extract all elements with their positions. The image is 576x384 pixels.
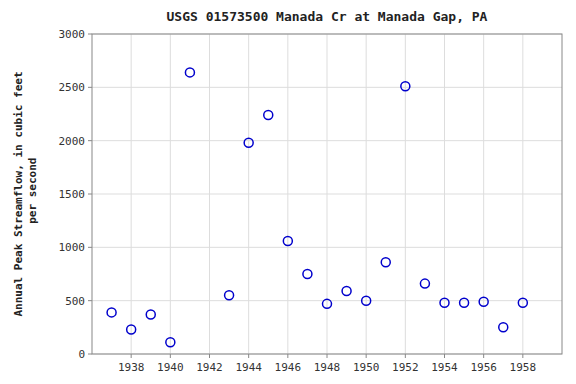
y-tick-label: 0 bbox=[78, 348, 85, 361]
y-tick-label: 3000 bbox=[59, 28, 86, 41]
point bbox=[479, 297, 488, 306]
title: USGS 01573500 Manada Cr at Manada Gap, P… bbox=[167, 9, 488, 24]
grid-line-y bbox=[92, 300, 562, 301]
y-tick bbox=[88, 300, 92, 301]
point bbox=[460, 298, 469, 307]
x-tick-label: 1950 bbox=[353, 361, 380, 374]
x-tick bbox=[170, 354, 171, 358]
y-tick bbox=[88, 194, 92, 195]
y-tick bbox=[88, 354, 92, 355]
x-tick bbox=[483, 354, 484, 358]
y-tick bbox=[88, 140, 92, 141]
x-tick bbox=[405, 354, 406, 358]
x-tick-label: 1944 bbox=[235, 361, 262, 374]
x-tick bbox=[248, 354, 249, 358]
point bbox=[166, 338, 175, 347]
x-tick-label: 1952 bbox=[392, 361, 419, 374]
x-tick-label: 1954 bbox=[431, 361, 458, 374]
y-axis-label-line: Annual Peak Streamflow, in cubic feet bbox=[12, 71, 25, 316]
y-tick-label: 500 bbox=[65, 295, 85, 308]
grid-line-y bbox=[92, 194, 562, 195]
grid bbox=[92, 34, 562, 354]
point bbox=[107, 308, 116, 317]
point bbox=[362, 296, 371, 305]
x-tick-label: 1956 bbox=[470, 361, 497, 374]
x-tick bbox=[366, 354, 367, 358]
point bbox=[127, 325, 136, 334]
x-tick bbox=[287, 354, 288, 358]
grid-line-y bbox=[92, 247, 562, 248]
y-tick-label: 1000 bbox=[59, 241, 86, 254]
point bbox=[420, 279, 429, 288]
point bbox=[146, 310, 155, 319]
y-tick-label: 2000 bbox=[59, 135, 86, 148]
point bbox=[283, 236, 292, 245]
x-tick bbox=[327, 354, 328, 358]
y-tick-label: 1500 bbox=[59, 188, 86, 201]
point bbox=[185, 68, 194, 77]
y-tick bbox=[88, 87, 92, 88]
x-tick-label: 1948 bbox=[314, 361, 341, 374]
point bbox=[518, 298, 527, 307]
point bbox=[381, 258, 390, 267]
x-tick bbox=[131, 354, 132, 358]
point bbox=[323, 299, 332, 308]
x-tick-label: 1940 bbox=[157, 361, 184, 374]
x-tick bbox=[444, 354, 445, 358]
y-tick-label: 2500 bbox=[59, 81, 86, 94]
x-tick-label: 1946 bbox=[275, 361, 302, 374]
point bbox=[342, 287, 351, 296]
x-tick bbox=[209, 354, 210, 358]
grid-line-y bbox=[92, 87, 562, 88]
y-tick bbox=[88, 34, 92, 35]
x-tick-label: 1958 bbox=[510, 361, 537, 374]
x-tick bbox=[522, 354, 523, 358]
grid-line-y bbox=[92, 140, 562, 141]
point bbox=[499, 323, 508, 332]
point bbox=[225, 291, 234, 300]
point bbox=[440, 298, 449, 307]
chart: 1938 1940 1942 1944 1946 1948 1950 1952 1954 1956… bbox=[0, 0, 576, 384]
point bbox=[264, 111, 273, 120]
point bbox=[303, 270, 312, 279]
y-tick bbox=[88, 247, 92, 248]
x-tick-label: 1942 bbox=[196, 361, 223, 374]
points bbox=[107, 68, 527, 347]
y-axis-label-line: per second bbox=[26, 158, 39, 231]
point bbox=[244, 138, 253, 147]
x-tick-label: 1938 bbox=[118, 361, 145, 374]
plot-frame bbox=[92, 34, 562, 354]
y-axis-label: Annual Peak Streamflow, in cubic feet pe… bbox=[12, 71, 39, 316]
point bbox=[401, 82, 410, 91]
axes: 1938 1940 1942 1944 1946 1948 1950 1952 1954 1956… bbox=[59, 28, 537, 374]
